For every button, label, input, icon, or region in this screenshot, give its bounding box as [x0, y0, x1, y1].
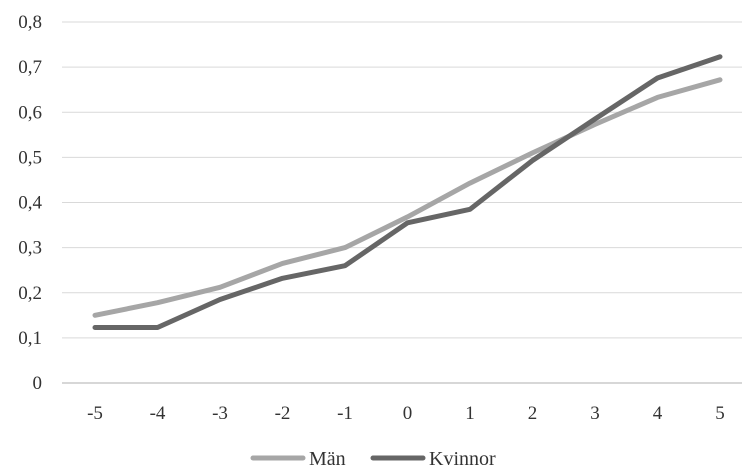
- x-tick-label: 0: [403, 403, 413, 424]
- y-tick-label: 0,2: [18, 283, 42, 304]
- x-tick-label: 3: [590, 403, 600, 424]
- y-tick-label: 0,3: [18, 238, 42, 259]
- legend-label: Män: [309, 448, 346, 467]
- y-tick-label: 0: [33, 373, 43, 394]
- y-tick-label: 0,1: [18, 328, 42, 349]
- legend: Män Kvinnor: [250, 448, 496, 467]
- x-tick-label: 2: [528, 403, 538, 424]
- gridlines: [62, 21, 742, 339]
- y-axis-tick-labels: 0 0,1 0,2 0,3 0,4 0,5 0,6 0,7 0,8: [18, 12, 42, 394]
- y-tick-label: 0,5: [18, 147, 42, 168]
- x-axis-tick-labels: -5 -4 -3 -2 -1 0 1 2 3 4 5: [87, 403, 725, 424]
- series-line-kvinnor: [92, 54, 723, 330]
- x-tick-label: 1: [465, 403, 475, 424]
- x-tick-label: -3: [212, 403, 228, 424]
- series-line-man: [92, 77, 723, 318]
- x-tick-label: -5: [87, 403, 103, 424]
- x-tick-label: -2: [275, 403, 291, 424]
- x-tick-label: 5: [715, 403, 725, 424]
- legend-item-kvinnor: Kvinnor: [370, 448, 496, 467]
- x-tick-label: 4: [653, 403, 663, 424]
- y-tick-label: 0,4: [18, 193, 42, 214]
- x-tick-label: -4: [150, 403, 166, 424]
- legend-label: Kvinnor: [429, 448, 496, 467]
- y-tick-label: 0,8: [18, 12, 42, 33]
- y-tick-label: 0,7: [18, 57, 42, 78]
- legend-item-man: Män: [250, 448, 346, 467]
- x-tick-label: -1: [337, 403, 353, 424]
- y-tick-label: 0,6: [18, 102, 42, 123]
- series-lines: [92, 54, 723, 330]
